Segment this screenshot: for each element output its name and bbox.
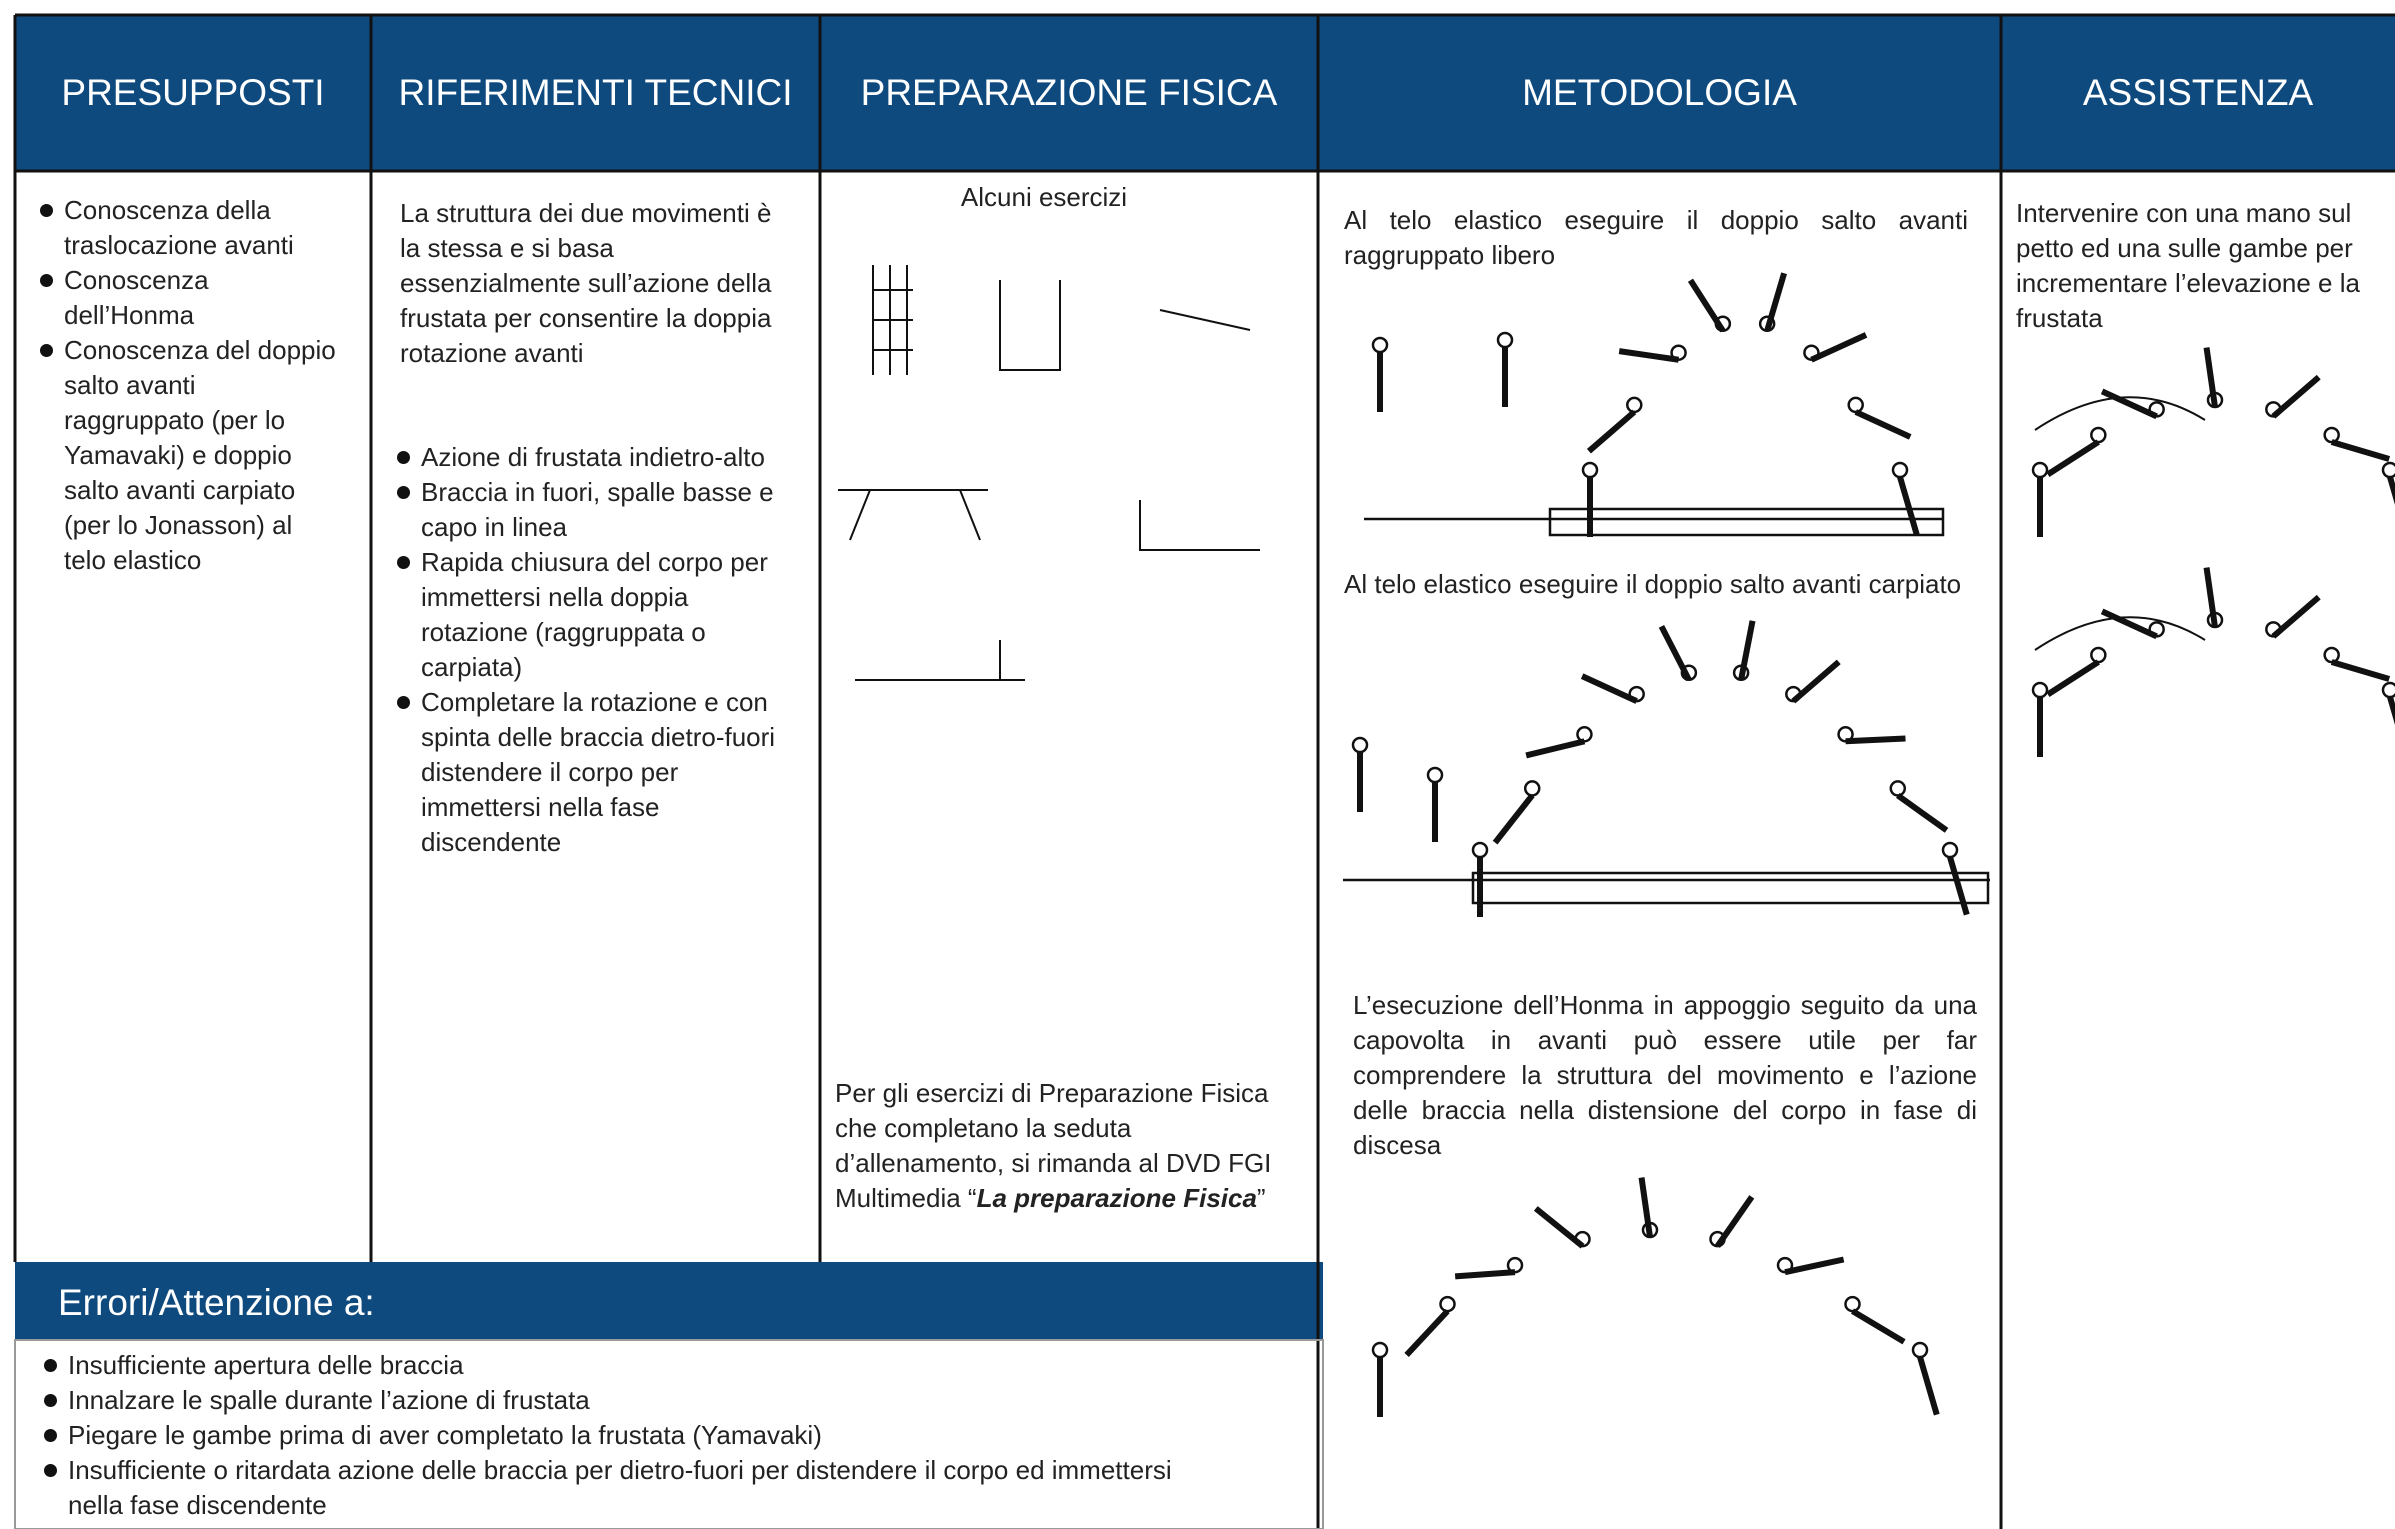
figure-head — [2090, 426, 2107, 444]
figure-body — [2330, 439, 2391, 462]
figure-head — [1471, 841, 1489, 859]
list-item: Innalzare le spalle durante l’azione di … — [44, 1383, 1244, 1418]
errors-list: Insufficiente apertura delle braccia Inn… — [44, 1348, 1244, 1523]
illustrations — [838, 265, 2395, 1417]
figure-head — [1439, 1295, 1456, 1313]
list-item: Braccia in fuori, spalle basse e capo in… — [397, 475, 787, 545]
figure-body — [1658, 625, 1692, 682]
figure-body — [1580, 673, 1638, 704]
list-item: Insufficiente o ritardata azione delle b… — [44, 1453, 1218, 1523]
figure-head — [2031, 681, 2049, 699]
figure-body — [1810, 332, 1868, 363]
figure-body — [1854, 409, 1912, 440]
figure-body — [2046, 659, 2100, 697]
figure-body — [1533, 1206, 1585, 1249]
figure-head — [1891, 461, 1909, 479]
prerequisites-list: Conoscenza della traslocazione avanti Co… — [40, 193, 340, 578]
figure-body — [2387, 476, 2395, 505]
column-header: RIFERIMENTI TECNICI — [398, 72, 793, 113]
figure-head — [2323, 646, 2340, 664]
figure-body — [2203, 567, 2218, 628]
figure-body — [2100, 608, 2158, 640]
list-item: Completare la rotazione e con spinta del… — [397, 685, 787, 860]
assistance-text: Intervenire con una mano sul petto ed un… — [2016, 196, 2395, 336]
figure-body — [1845, 735, 1906, 745]
note-emphasis: La preparazione Fisica — [976, 1183, 1257, 1213]
column-header: PRESUPPOSTI — [61, 72, 325, 113]
figure-body — [1850, 1308, 1906, 1345]
exercises-caption: Alcuni esercizi — [960, 182, 1128, 212]
column-borders — [13, 13, 2395, 1529]
figure-head — [1351, 736, 1369, 754]
assistance-body: Intervenire con una mano sul petto ed un… — [2016, 198, 2360, 333]
figure-body — [1791, 659, 1841, 704]
figure-head — [1889, 780, 1907, 797]
technical-intro: La struttura dei due movimenti è la stes… — [400, 198, 772, 368]
technical-list: Azione di frustata indietro-alto Braccia… — [397, 440, 787, 860]
figure-body — [1454, 1269, 1516, 1280]
figure-body — [1687, 278, 1726, 333]
list-item: Conoscenza dell’Honma — [40, 263, 340, 333]
figure-head — [1941, 841, 1959, 859]
errors-box — [14, 1339, 1324, 1529]
list-item: Piegare le gambe prima di aver completat… — [44, 1418, 1244, 1453]
figure-body — [2271, 374, 2321, 419]
method-step: Al telo elastico eseguire il doppio salt… — [1344, 569, 1962, 599]
list-item: Insufficiente apertura delle braccia — [44, 1348, 1244, 1383]
figure-head — [2323, 426, 2340, 444]
figure-body — [1492, 793, 1535, 845]
figure-head — [2090, 646, 2107, 664]
figure-body — [1715, 1195, 1755, 1248]
figure-body — [1638, 1177, 1653, 1238]
column-header: METODOLOGIA — [1522, 72, 1797, 113]
figure-body — [1897, 476, 1920, 536]
figure-head — [1426, 766, 1444, 784]
figure-body — [1784, 1256, 1845, 1276]
column-header: ASSISTENZA — [2082, 72, 2314, 113]
figure-head — [1844, 1295, 1861, 1313]
list-item: Rapida chiusura del corpo per immettersi… — [397, 545, 787, 685]
figure-head — [1847, 396, 1864, 414]
figure-body — [2203, 347, 2218, 408]
figure-body — [1947, 856, 1970, 916]
errors-band — [15, 1262, 1323, 1340]
figure-head — [1626, 396, 1643, 414]
figure-head — [1523, 780, 1541, 797]
figure-head — [1371, 336, 1389, 354]
figure-body — [1917, 1356, 1940, 1416]
figure-head — [1576, 726, 1593, 743]
figure-body — [1764, 272, 1788, 332]
figure-head — [1371, 1341, 1389, 1359]
method-step: L’esecuzione dell’Honma in appoggio segu… — [1353, 990, 1977, 1160]
figure-body — [1738, 620, 1756, 681]
figure-head — [1911, 1341, 1929, 1359]
column-header: PREPARAZIONE FISICA — [860, 72, 1278, 113]
figure-body — [1618, 348, 1679, 363]
figure-body — [2387, 696, 2395, 725]
note-text: Per gli esercizi di Preparazione Fisica … — [835, 1078, 1272, 1213]
list-item: Conoscenza del doppio salto avanti raggr… — [40, 333, 340, 578]
method-step: Al telo elastico eseguire il doppio salt… — [1344, 205, 1968, 270]
figure-body — [2271, 594, 2321, 639]
figure-head — [2381, 681, 2395, 699]
figure-body — [1896, 792, 1949, 833]
list-item: Azione di frustata indietro-alto — [397, 440, 787, 475]
figure-head — [1496, 331, 1514, 349]
figure-head — [2031, 461, 2049, 479]
header-band — [15, 15, 2395, 171]
figure-body — [2330, 659, 2391, 682]
note-after: ” — [1256, 1183, 1266, 1213]
physical-note: Per gli esercizi di Preparazione Fisica … — [835, 1076, 1295, 1216]
figure-body — [2046, 439, 2100, 477]
errors-title: Errori/Attenzione a: — [58, 1282, 375, 1323]
list-item: Conoscenza della traslocazione avanti — [40, 193, 340, 263]
figure-head — [1581, 461, 1599, 479]
figure-body — [1404, 1309, 1450, 1358]
figure-body — [1525, 738, 1586, 759]
figure-body — [2100, 388, 2158, 420]
figure-head — [2381, 461, 2395, 479]
figure-body — [1586, 409, 1637, 454]
